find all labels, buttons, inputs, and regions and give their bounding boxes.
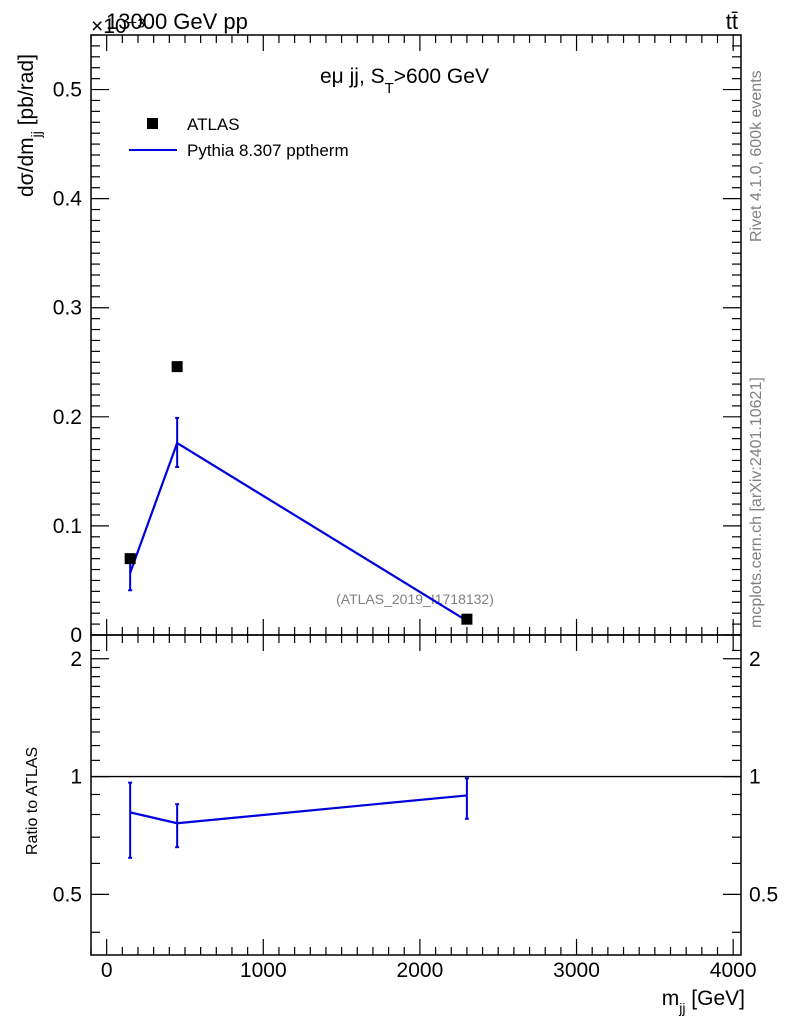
ratio-axis-ticks: [90, 635, 741, 955]
header-right: tt̄: [726, 9, 738, 34]
ratio-line: [129, 794, 468, 825]
ratio-tick-label-right: 0.5: [749, 883, 778, 906]
ratio-tick-label-left: 1: [70, 766, 82, 789]
y-tick-labels: 0 0.1 0.2 0.3 0.4 0.5: [53, 79, 83, 647]
pythia-series-ratio: [128, 777, 469, 859]
plot-title: eμ jj, ST>600 GeV: [320, 65, 489, 97]
y-tick-label: 0.4: [53, 188, 83, 211]
x-tick-labels: 0 1000 2000 3000 4000: [101, 959, 757, 982]
ratio-tick-label-left: 2: [70, 648, 82, 671]
x-tick-label: 2000: [397, 959, 444, 982]
y-tick-label: 0.3: [53, 297, 82, 320]
y-tick-label: 0: [70, 624, 82, 647]
legend-atlas-marker: [147, 118, 158, 129]
ratio-tick-label-right: 2: [749, 648, 761, 671]
x-tick-label: 4000: [710, 959, 757, 982]
rivet-label: Rivet 4.1.0, 600k events: [748, 70, 765, 242]
atlas-data-point: [124, 553, 136, 565]
legend-atlas-label: ATLAS: [187, 115, 240, 134]
atlas-data-point: [171, 361, 183, 373]
atlas-data-point: [461, 613, 473, 625]
y-tick-label: 0.5: [53, 79, 82, 102]
ratio-y-axis-label: Ratio to ATLAS: [24, 747, 41, 855]
ratio-tick-label-right: 1: [749, 766, 761, 789]
y-tick-label: 0.2: [53, 406, 82, 429]
header-left: 13000 GeV pp: [106, 9, 248, 34]
x-tick-label: 3000: [553, 959, 600, 982]
legend-pythia-label: Pythia 8.307 pptherm: [187, 141, 349, 160]
x-axis-label: mjj [GeV]: [662, 987, 745, 1016]
atlas-series-main: [124, 361, 473, 625]
y-axis-label: dσ/dmjj [pb/rad]: [15, 54, 44, 197]
main-axis-ticks: [90, 34, 741, 636]
analysis-watermark: (ATLAS_2019_I1718132): [336, 591, 494, 607]
x-tick-label: 1000: [240, 959, 287, 982]
mcplots-label: mcplots.cern.ch [arXiv:2401.10621]: [748, 377, 765, 628]
x-tick-label: 0: [101, 959, 113, 982]
y-exponent: ×10⁻³: [91, 15, 145, 38]
ratio-plot-frame: [90, 634, 742, 956]
ratio-tick-labels: 0.5 0.5 1 1 2 2: [53, 648, 778, 907]
y-tick-label: 0.1: [53, 515, 82, 538]
ratio-tick-label-left: 0.5: [53, 883, 82, 906]
